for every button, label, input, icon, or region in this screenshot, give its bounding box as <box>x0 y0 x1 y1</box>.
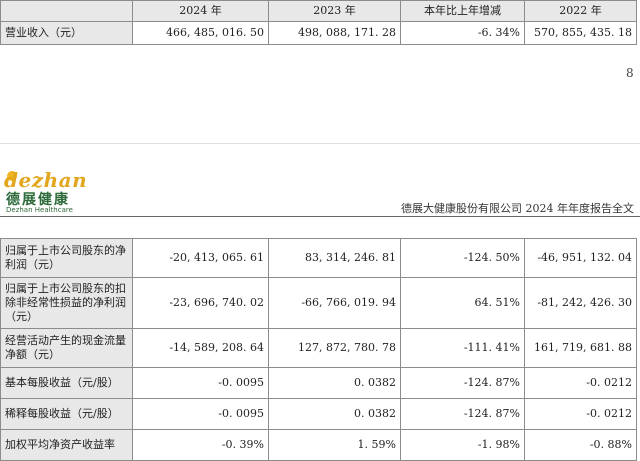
logo-wordmark: dezhan <box>4 168 88 192</box>
value-cell: -124. 87% <box>400 367 525 399</box>
table-header-row: 2024 年 2023 年 本年比上年增减 2022 年 <box>0 0 637 22</box>
document-title: 德展大健康股份有限公司 2024 年年度报告全文 <box>401 202 634 215</box>
value-cell: 161, 719, 681. 88 <box>524 328 637 368</box>
value-cell: 83, 314, 246. 81 <box>268 238 401 278</box>
value-cell: 466, 485, 016. 50 <box>132 21 269 45</box>
table-row: 基本每股收益（元/股） -0. 0095 0. 0382 -124. 87% -… <box>0 367 637 399</box>
value-cell: -0. 39% <box>132 429 269 461</box>
company-logo: dezhan 德展健康 Dezhan Healthcare <box>4 168 104 216</box>
value-cell: -0. 0095 <box>132 367 269 399</box>
value-cell: -124. 87% <box>400 398 525 430</box>
logo-chinese-name: 德展健康 <box>6 192 70 208</box>
value-cell: -1. 98% <box>400 429 525 461</box>
value-cell: -111. 41% <box>400 328 525 368</box>
row-label: 归属于上市公司股东的净利润（元） <box>0 238 133 278</box>
table-row: 稀释每股收益（元/股） -0. 0095 0. 0382 -124. 87% -… <box>0 398 637 430</box>
value-cell: -0. 0212 <box>524 367 637 399</box>
header-cell: 2022 年 <box>524 0 637 22</box>
header-cell: 本年比上年增减 <box>400 0 525 22</box>
value-cell: 64. 51% <box>400 277 525 329</box>
row-label: 经营活动产生的现金流量净额（元） <box>0 328 133 368</box>
table-row: 加权平均净资产收益率 -0. 39% 1. 59% -1. 98% -0. 88… <box>0 429 637 461</box>
value-cell: -23, 696, 740. 02 <box>132 277 269 329</box>
value-cell: -46, 951, 132. 04 <box>524 238 637 278</box>
value-cell: 0. 0382 <box>268 367 401 399</box>
value-cell: -20, 413, 065. 61 <box>132 238 269 278</box>
table-row: 经营活动产生的现金流量净额（元） -14, 589, 208. 64 127, … <box>0 328 637 368</box>
page-separator <box>0 143 640 144</box>
row-label: 归属于上市公司股东的扣除非经常性损益的净利润（元） <box>0 277 133 329</box>
header-cell <box>0 0 133 22</box>
header-cell: 2023 年 <box>268 0 401 22</box>
header-divider <box>0 216 640 217</box>
value-cell: -0. 0095 <box>132 398 269 430</box>
value-cell: -14, 589, 208. 64 <box>132 328 269 368</box>
page-number: 8 <box>626 66 634 80</box>
logo-english-name: Dezhan Healthcare <box>6 206 73 214</box>
value-cell: 0. 0382 <box>268 398 401 430</box>
row-label: 营业收入（元） <box>0 21 133 45</box>
value-cell: 570, 855, 435. 18 <box>524 21 637 45</box>
sun-icon <box>7 171 17 181</box>
value-cell: -124. 50% <box>400 238 525 278</box>
value-cell: 127, 872, 780. 78 <box>268 328 401 368</box>
value-cell: -66, 766, 019. 94 <box>268 277 401 329</box>
table-row: 归属于上市公司股东的扣除非经常性损益的净利润（元） -23, 696, 740.… <box>0 277 637 329</box>
value-cell: -0. 88% <box>524 429 637 461</box>
value-cell: 1. 59% <box>268 429 401 461</box>
row-label: 稀释每股收益（元/股） <box>0 398 133 430</box>
table-row: 营业收入（元） 466, 485, 016. 50 498, 088, 171.… <box>0 21 637 45</box>
financial-table: 归属于上市公司股东的净利润（元） -20, 413, 065. 61 83, 3… <box>0 238 637 461</box>
row-label: 基本每股收益（元/股） <box>0 367 133 399</box>
table-row: 归属于上市公司股东的净利润（元） -20, 413, 065. 61 83, 3… <box>0 238 637 278</box>
value-cell: 498, 088, 171. 28 <box>268 21 401 45</box>
header-cell: 2024 年 <box>132 0 269 22</box>
value-cell: -81, 242, 426. 30 <box>524 277 637 329</box>
value-cell: -0. 0212 <box>524 398 637 430</box>
revenue-table: 2024 年 2023 年 本年比上年增减 2022 年 营业收入（元） 466… <box>0 0 637 45</box>
value-cell: -6. 34% <box>400 21 525 45</box>
row-label: 加权平均净资产收益率 <box>0 429 133 461</box>
